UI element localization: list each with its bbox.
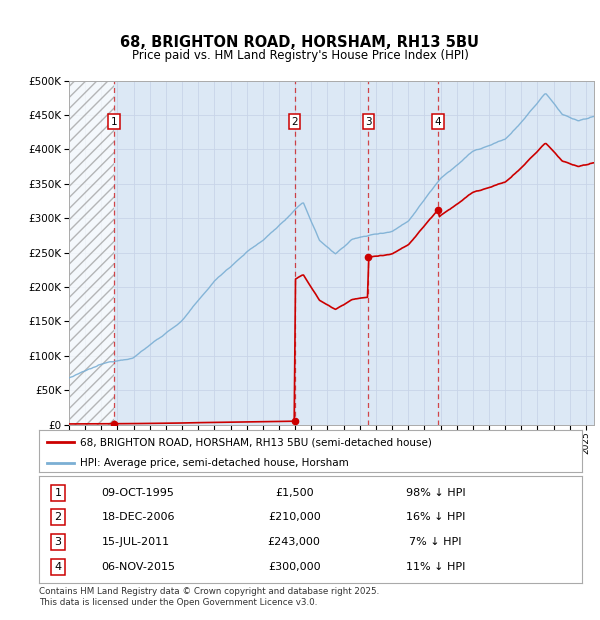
Text: 16% ↓ HPI: 16% ↓ HPI <box>406 512 465 523</box>
Text: 7% ↓ HPI: 7% ↓ HPI <box>409 537 461 547</box>
Text: 06-NOV-2015: 06-NOV-2015 <box>101 562 175 572</box>
Text: 18-DEC-2006: 18-DEC-2006 <box>101 512 175 523</box>
Text: 68, BRIGHTON ROAD, HORSHAM, RH13 5BU (semi-detached house): 68, BRIGHTON ROAD, HORSHAM, RH13 5BU (se… <box>80 437 431 447</box>
Text: 4: 4 <box>435 117 442 127</box>
Text: 15-JUL-2011: 15-JUL-2011 <box>101 537 170 547</box>
Bar <box>69 81 114 425</box>
Text: 1: 1 <box>110 117 117 127</box>
Text: Contains HM Land Registry data © Crown copyright and database right 2025.
This d: Contains HM Land Registry data © Crown c… <box>39 587 379 606</box>
Text: 11% ↓ HPI: 11% ↓ HPI <box>406 562 465 572</box>
Text: 98% ↓ HPI: 98% ↓ HPI <box>406 488 465 498</box>
Text: 68, BRIGHTON ROAD, HORSHAM, RH13 5BU: 68, BRIGHTON ROAD, HORSHAM, RH13 5BU <box>121 35 479 50</box>
Text: 09-OCT-1995: 09-OCT-1995 <box>101 488 175 498</box>
Text: £210,000: £210,000 <box>268 512 320 523</box>
Text: HPI: Average price, semi-detached house, Horsham: HPI: Average price, semi-detached house,… <box>80 458 349 468</box>
Text: 1: 1 <box>55 488 62 498</box>
Text: 2: 2 <box>55 512 62 523</box>
Text: £1,500: £1,500 <box>275 488 314 498</box>
Text: 4: 4 <box>55 562 62 572</box>
Text: 2: 2 <box>291 117 298 127</box>
Text: 3: 3 <box>365 117 372 127</box>
Text: £300,000: £300,000 <box>268 562 320 572</box>
Text: £243,000: £243,000 <box>268 537 320 547</box>
Text: Price paid vs. HM Land Registry's House Price Index (HPI): Price paid vs. HM Land Registry's House … <box>131 50 469 62</box>
Text: 3: 3 <box>55 537 62 547</box>
